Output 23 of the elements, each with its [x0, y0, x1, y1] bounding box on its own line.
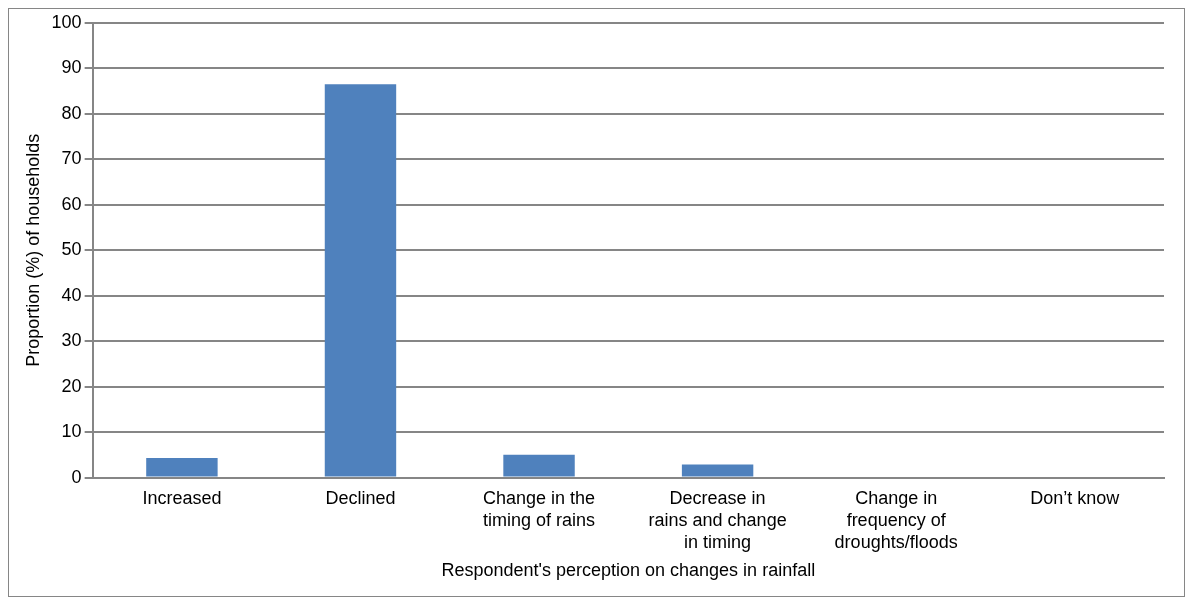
x-tick-label: Declined — [325, 488, 396, 509]
y-tick-label: 20 — [61, 375, 82, 396]
y-tick-label: 80 — [61, 102, 82, 123]
y-tick-label: 50 — [61, 239, 82, 260]
x-tick-label: Decrease in rains and change in timing — [648, 488, 787, 552]
y-tick-label: 90 — [61, 57, 82, 78]
x-tick-label: Change in frequency of droughts/floods — [834, 488, 958, 552]
y-tick-label: 0 — [71, 466, 82, 487]
y-axis-title: Proportion (%) of households — [22, 133, 43, 367]
bar — [503, 454, 575, 477]
y-tick-label: 60 — [61, 193, 82, 214]
y-tick-label: 30 — [61, 330, 82, 351]
x-tick-label: Increased — [142, 488, 222, 509]
x-tick-label: Don’t know — [1030, 488, 1121, 509]
bar — [146, 458, 218, 477]
bar — [324, 84, 397, 477]
y-tick-label: 100 — [51, 11, 82, 32]
x-axis-title: Respondent's perception on changes in rainfall — [441, 560, 816, 581]
x-tick-label: Change in the timing of rains — [482, 488, 596, 530]
y-tick-label: 70 — [61, 148, 82, 169]
y-tick-label: 10 — [61, 421, 82, 442]
y-tick-label: 40 — [61, 284, 82, 305]
bar — [681, 464, 754, 477]
